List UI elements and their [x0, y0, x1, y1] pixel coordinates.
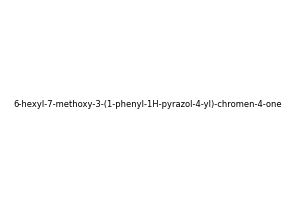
Text: 6-hexyl-7-methoxy-3-(1-phenyl-1H-pyrazol-4-yl)-chromen-4-one: 6-hexyl-7-methoxy-3-(1-phenyl-1H-pyrazol… [13, 100, 282, 109]
